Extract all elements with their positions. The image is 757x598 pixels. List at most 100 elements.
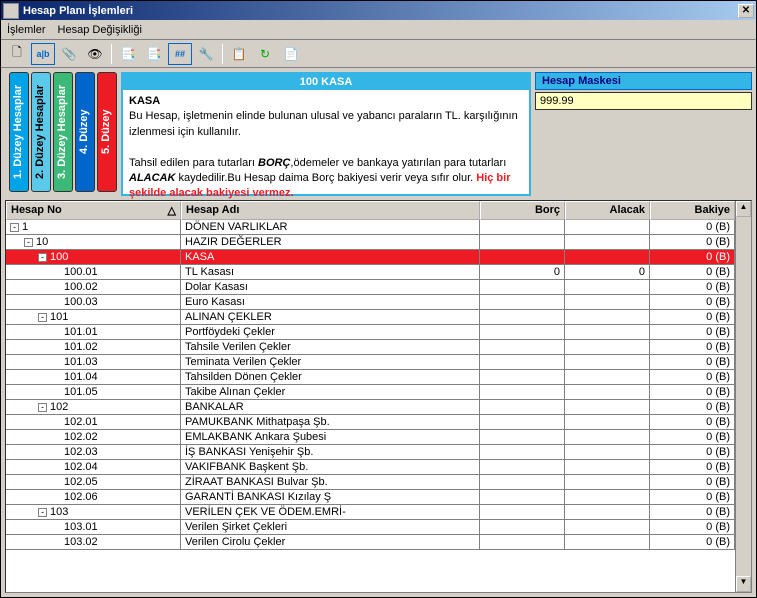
tool-icon[interactable]: 🔧: [194, 43, 218, 65]
cell-alacak: [565, 250, 650, 264]
cell-alacak: [565, 340, 650, 354]
table-row[interactable]: 100.02Dolar Kasası0 (B): [6, 280, 735, 295]
tool-icon[interactable]: 👁: [83, 43, 107, 65]
table-row[interactable]: -102BANKALAR0 (B): [6, 400, 735, 415]
tool-icon[interactable]: 🗋: [5, 43, 29, 65]
table-row[interactable]: 101.01Portföydeki Çekler0 (B): [6, 325, 735, 340]
cell-bakiye: 0 (B): [650, 415, 735, 429]
main-window: Hesap Planı İşlemleri ✕ İşlemler Hesap D…: [0, 0, 757, 598]
cell-ad: Portföydeki Çekler: [181, 325, 480, 339]
cell-no: 102.04: [6, 460, 181, 474]
tool-icon[interactable]: 📑: [116, 43, 140, 65]
table-row[interactable]: 102.05ZİRAAT BANKASI Bulvar Şb.0 (B): [6, 475, 735, 490]
grid-wrap: Hesap No△ Hesap Adı Borç Alacak Bakiye -…: [5, 200, 752, 593]
table-row[interactable]: 100.03Euro Kasası0 (B): [6, 295, 735, 310]
cell-no: 102.02: [6, 430, 181, 444]
scroll-up[interactable]: ▲: [736, 201, 751, 217]
table-row[interactable]: 102.03İŞ BANKASI Yenişehir Şb.0 (B): [6, 445, 735, 460]
tree-toggle-icon[interactable]: -: [24, 238, 33, 247]
table-row[interactable]: -1DÖNEN VARLIKLAR0 (B): [6, 220, 735, 235]
close-button[interactable]: ✕: [738, 4, 754, 18]
level-tab-5[interactable]: 5. Düzey: [97, 72, 117, 192]
cell-alacak: [565, 325, 650, 339]
cell-alacak: [565, 235, 650, 249]
table-row[interactable]: 101.02Tahsile Verilen Çekler0 (B): [6, 340, 735, 355]
table-row[interactable]: 102.02EMLAKBANK Ankara Şubesi0 (B): [6, 430, 735, 445]
cell-no: 100.02: [6, 280, 181, 294]
scroll-track[interactable]: [736, 217, 751, 576]
tree-toggle-icon[interactable]: -: [38, 508, 47, 517]
info-body: KASA Bu Hesap, işletmenin elinde bulunan…: [123, 90, 529, 206]
cell-alacak: [565, 385, 650, 399]
tree-toggle-icon[interactable]: -: [38, 313, 47, 322]
tree-toggle-icon[interactable]: -: [38, 403, 47, 412]
tool-icon[interactable]: 📎: [57, 43, 81, 65]
cell-ad: Teminata Verilen Çekler: [181, 355, 480, 369]
mask-input[interactable]: [535, 92, 752, 110]
table-row[interactable]: 103.02Verilen Cirolu Çekler0 (B): [6, 535, 735, 550]
col-bakiye[interactable]: Bakiye: [650, 201, 735, 220]
menubar: İşlemler Hesap Değişikliği: [1, 20, 756, 40]
scroll-down[interactable]: ▼: [736, 576, 751, 592]
cell-alacak: [565, 400, 650, 414]
table-row[interactable]: 103.01Verilen Şirket Çekleri0 (B): [6, 520, 735, 535]
table-row[interactable]: -101ALINAN ÇEKLER0 (B): [6, 310, 735, 325]
tool-icon[interactable]: 📋: [227, 43, 251, 65]
tool-icon[interactable]: ↻: [253, 43, 277, 65]
table-row[interactable]: 102.04VAKIFBANK Başkent Şb.0 (B): [6, 460, 735, 475]
tree-toggle-icon[interactable]: -: [10, 223, 19, 232]
table-row[interactable]: 101.03Teminata Verilen Çekler0 (B): [6, 355, 735, 370]
col-hesap-no[interactable]: Hesap No△: [6, 201, 181, 220]
cell-bakiye: 0 (B): [650, 295, 735, 309]
level-tab-1[interactable]: 1. Düzey Hesaplar: [9, 72, 29, 192]
cell-no: -102: [6, 400, 181, 414]
tool-icon[interactable]: 📄: [279, 43, 303, 65]
col-alacak[interactable]: Alacak: [565, 201, 650, 220]
top-panel: 1. Düzey Hesaplar 2. Düzey Hesaplar 3. D…: [5, 72, 752, 196]
table-row[interactable]: 102.06GARANTİ BANKASI Kızılay Ş0 (B): [6, 490, 735, 505]
cell-borc: [480, 325, 565, 339]
account-grid[interactable]: Hesap No△ Hesap Adı Borç Alacak Bakiye -…: [6, 201, 735, 592]
cell-ad: BANKALAR: [181, 400, 480, 414]
tool-icon[interactable]: 📑: [142, 43, 166, 65]
cell-alacak: [565, 220, 650, 234]
cell-no: 101.01: [6, 325, 181, 339]
tool-icon[interactable]: ##: [168, 43, 192, 65]
cell-ad: Tahsilden Dönen Çekler: [181, 370, 480, 384]
info-text: kaydedilir.Bu Hesap daima Borç bakiyesi …: [175, 172, 476, 184]
scrollbar[interactable]: ▲ ▼: [735, 201, 751, 592]
table-row[interactable]: 100.01TL Kasası000 (B): [6, 265, 735, 280]
table-row[interactable]: 101.05Takibe Alınan Çekler0 (B): [6, 385, 735, 400]
level-tab-3[interactable]: 3. Düzey Hesaplar: [53, 72, 73, 192]
toolbar-separator: [222, 44, 223, 64]
cell-ad: EMLAKBANK Ankara Şubesi: [181, 430, 480, 444]
col-borc[interactable]: Borç: [480, 201, 565, 220]
table-row[interactable]: -103VERİLEN ÇEK VE ÖDEM.EMRİ-0 (B): [6, 505, 735, 520]
table-row[interactable]: -100KASA0 (B): [6, 250, 735, 265]
menu-islemler[interactable]: İşlemler: [7, 24, 46, 36]
cell-borc: [480, 310, 565, 324]
info-text: Bu Hesap, işletmenin elinde bulunan ulus…: [129, 110, 518, 137]
menu-hesap-degisikligi[interactable]: Hesap Değişikliği: [58, 24, 142, 36]
info-text: ,ödemeler ve bankaya yatırılan para tuta…: [290, 157, 506, 169]
cell-bakiye: 0 (B): [650, 535, 735, 549]
level-tab-4[interactable]: 4. Düzey: [75, 72, 95, 192]
table-row[interactable]: -10HAZIR DEĞERLER0 (B): [6, 235, 735, 250]
cell-borc: [480, 520, 565, 534]
table-row[interactable]: 101.04Tahsilden Dönen Çekler0 (B): [6, 370, 735, 385]
cell-alacak: [565, 295, 650, 309]
cell-ad: ZİRAAT BANKASI Bulvar Şb.: [181, 475, 480, 489]
table-row[interactable]: 102.01PAMUKBANK Mithatpaşa Şb.0 (B): [6, 415, 735, 430]
cell-bakiye: 0 (B): [650, 370, 735, 384]
cell-ad: Tahsile Verilen Çekler: [181, 340, 480, 354]
tree-toggle-icon[interactable]: -: [38, 253, 47, 262]
cell-alacak: [565, 475, 650, 489]
cell-alacak: [565, 505, 650, 519]
cell-ad: HAZIR DEĞERLER: [181, 235, 480, 249]
col-hesap-adi[interactable]: Hesap Adı: [181, 201, 480, 220]
level-tab-2[interactable]: 2. Düzey Hesaplar: [31, 72, 51, 192]
level-tabs: 1. Düzey Hesaplar 2. Düzey Hesaplar 3. D…: [5, 72, 117, 196]
cell-alacak: [565, 520, 650, 534]
tool-icon[interactable]: a|b: [31, 43, 55, 65]
app-icon: [3, 3, 19, 19]
